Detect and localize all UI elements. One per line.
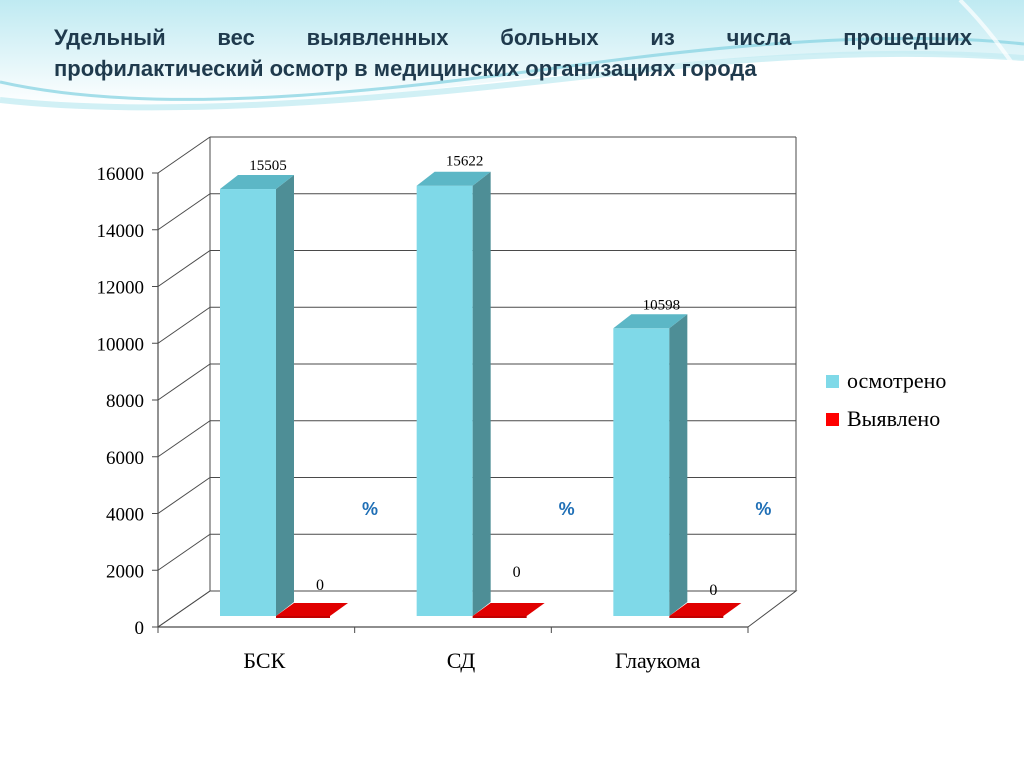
y-tick-label: 4000 (106, 505, 144, 526)
bar-examined-front (220, 189, 276, 616)
percent-label: % (559, 499, 575, 519)
y-tick-label: 16000 (97, 164, 145, 185)
y-tick-label: 6000 (106, 448, 144, 469)
gridline-diagonal (157, 533, 211, 571)
gridline-diagonal (157, 193, 211, 231)
y-tick-label: 10000 (97, 334, 145, 355)
slide-title: Удельный вес выявленных больных из числа… (54, 22, 972, 84)
bar-examined-top (613, 314, 688, 329)
gridline-diagonal (157, 250, 211, 287)
y-tick-label: 12000 (97, 278, 145, 299)
floor-outline (157, 590, 798, 628)
data-label-examined: 15505 (249, 158, 287, 174)
bar-examined-side (669, 314, 688, 616)
chart-legend: осмотрено Выявлено (826, 366, 946, 442)
data-label-detected: 0 (513, 564, 521, 581)
gridline-diagonal (157, 136, 211, 174)
bar-examined-top (416, 171, 491, 186)
y-tick-label: 2000 (106, 561, 144, 582)
bar-examined-front (613, 328, 670, 616)
chart-bars (220, 171, 742, 618)
x-category-label: Глаукома (615, 648, 701, 673)
y-tick-label: 8000 (106, 391, 144, 412)
bar-examined-side (276, 175, 294, 616)
x-category-label: СД (447, 648, 476, 673)
gridline-diagonal (157, 306, 211, 344)
y-axis-ticks: 0 2000 4000 6000 8000 10000 12000 14000 16000 (97, 164, 145, 639)
x-category-label: БСК (243, 648, 285, 673)
bar-examined-side (472, 171, 491, 616)
chart-labels: 15505 0% БСК 15622 0% СД 10598 0% Глаукома (243, 154, 771, 673)
data-label-detected: 0 (709, 582, 717, 599)
legend-label-detected: Выявлено (847, 406, 941, 431)
bar-detected-front (472, 616, 527, 618)
data-label-detected: 0 (316, 577, 324, 594)
y-tick-label: 14000 (97, 221, 145, 242)
legend-entry-detected: Выявлено (826, 404, 946, 434)
percent-label: % (755, 499, 771, 519)
legend-swatch-examined (826, 374, 839, 388)
chart-grid (152, 136, 798, 633)
percent-label: % (362, 499, 378, 519)
legend-swatch-detected (826, 412, 839, 426)
gridline-diagonal (157, 363, 211, 401)
slide-title-line-1: Удельный вес выявленных больных из числа… (54, 25, 972, 50)
gridline-diagonal (157, 477, 211, 514)
slide-title-line-2: профилактический осмотр в медицинских ор… (54, 56, 757, 82)
bar-detected-top (472, 603, 545, 616)
data-label-examined: 10598 (643, 297, 681, 313)
bar-detected-top (276, 603, 348, 616)
gridline-diagonal (157, 420, 211, 458)
bar-detected-front (669, 616, 724, 618)
bar-detected-front (276, 616, 330, 618)
bar-examined-front (416, 185, 473, 616)
legend-entry-examined: осмотрено (826, 366, 946, 396)
legend-label-examined: осмотрено (847, 368, 947, 393)
bar-detected-top (669, 603, 742, 616)
data-label-examined: 15622 (446, 154, 484, 170)
bar-examined-top (220, 175, 294, 190)
y-tick-label: 0 (135, 618, 145, 639)
